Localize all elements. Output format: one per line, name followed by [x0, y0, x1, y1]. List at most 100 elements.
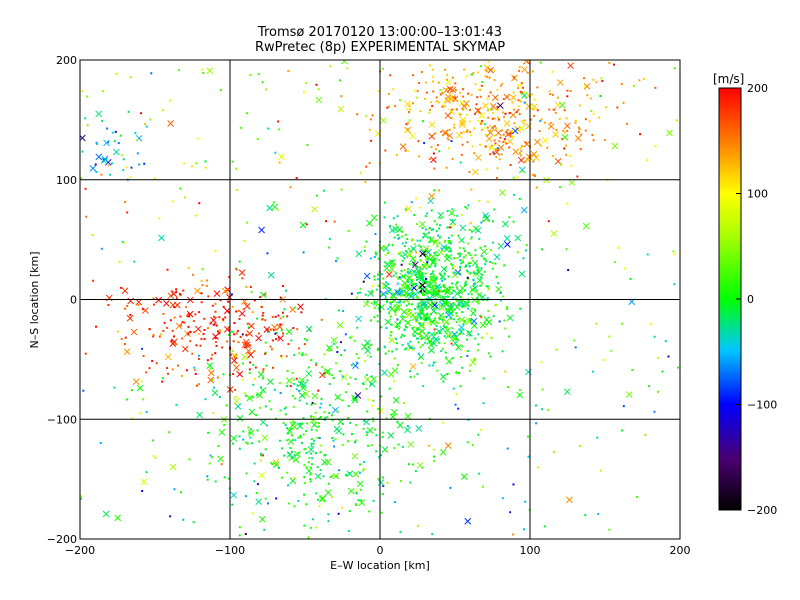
- data-point: [168, 99, 171, 102]
- data-point-x: [245, 347, 252, 355]
- data-point-x: [302, 390, 310, 398]
- data-point: [386, 106, 389, 109]
- data-point: [178, 293, 181, 296]
- data-point: [453, 265, 456, 268]
- data-point: [419, 290, 422, 293]
- data-point: [500, 153, 503, 156]
- data-point: [554, 111, 557, 114]
- data-point: [340, 354, 343, 357]
- data-point-x: [297, 303, 304, 311]
- data-point: [350, 364, 353, 367]
- data-point: [458, 112, 461, 115]
- data-point: [592, 139, 595, 142]
- data-point: [210, 357, 213, 360]
- data-point: [307, 461, 310, 464]
- data-point: [251, 396, 254, 399]
- data-point: [458, 252, 461, 255]
- data-point: [673, 253, 676, 256]
- data-point-x: [428, 133, 436, 140]
- data-point: [443, 105, 446, 108]
- data-point-x: [483, 64, 491, 72]
- data-point: [396, 282, 399, 285]
- data-point: [495, 147, 498, 150]
- data-point-x: [378, 303, 385, 311]
- data-point: [549, 92, 552, 95]
- data-point: [417, 352, 420, 355]
- data-point: [445, 326, 448, 329]
- data-point: [452, 296, 455, 299]
- data-point-x: [493, 253, 501, 261]
- data-point: [512, 177, 515, 180]
- data-point: [474, 254, 477, 257]
- data-point: [452, 387, 455, 390]
- data-point: [440, 349, 443, 352]
- data-point: [531, 93, 534, 96]
- data-point: [499, 291, 502, 294]
- data-point: [201, 284, 204, 287]
- data-point: [309, 452, 312, 455]
- data-point-x: [563, 388, 571, 396]
- data-point: [281, 447, 284, 450]
- data-point: [494, 134, 497, 137]
- data-point: [489, 91, 492, 94]
- data-point: [253, 480, 256, 483]
- data-point: [421, 278, 424, 281]
- data-point: [277, 128, 280, 131]
- data-point: [278, 381, 281, 384]
- data-point: [136, 138, 139, 141]
- data-point: [377, 306, 380, 309]
- data-point: [304, 81, 307, 84]
- data-point: [441, 105, 444, 108]
- data-point: [440, 297, 443, 300]
- data-point-x: [430, 283, 437, 291]
- data-point: [196, 137, 199, 140]
- data-point: [279, 317, 282, 320]
- data-point: [281, 311, 284, 314]
- data-point: [129, 176, 132, 179]
- data-point: [235, 353, 238, 356]
- data-point: [447, 295, 450, 298]
- data-point: [355, 424, 358, 427]
- data-point: [356, 326, 359, 329]
- data-point: [487, 60, 490, 63]
- data-point: [527, 455, 530, 458]
- data-point: [387, 307, 390, 310]
- data-point-x: [136, 384, 144, 392]
- data-point: [377, 477, 380, 480]
- data-point: [467, 350, 470, 353]
- data-point: [485, 260, 488, 263]
- data-point: [512, 135, 515, 138]
- data-point: [359, 488, 362, 491]
- data-point-x: [194, 325, 202, 333]
- data-point: [275, 332, 278, 335]
- data-point-x: [206, 362, 214, 369]
- data-point: [409, 370, 412, 373]
- data-point: [425, 256, 428, 259]
- data-point: [306, 379, 309, 382]
- data-point: [187, 333, 190, 336]
- data-point: [373, 316, 376, 319]
- data-point: [457, 407, 460, 410]
- data-point-x: [518, 270, 526, 278]
- data-point: [599, 469, 602, 472]
- data-point: [354, 441, 357, 444]
- data-point: [418, 206, 421, 209]
- data-point-x: [504, 241, 511, 248]
- data-point: [373, 306, 376, 309]
- data-point: [566, 95, 569, 98]
- data-point: [435, 254, 438, 257]
- data-point: [376, 314, 379, 317]
- data-point: [253, 299, 256, 302]
- data-point: [260, 318, 263, 321]
- data-point: [533, 98, 536, 101]
- data-point: [421, 336, 424, 339]
- data-point: [302, 416, 305, 419]
- data-point: [558, 117, 561, 120]
- data-point: [415, 267, 418, 270]
- data-point: [653, 410, 656, 413]
- data-point: [84, 352, 87, 355]
- data-point-x: [324, 489, 332, 496]
- data-point: [452, 318, 455, 321]
- data-point: [431, 533, 434, 536]
- data-point: [205, 284, 208, 287]
